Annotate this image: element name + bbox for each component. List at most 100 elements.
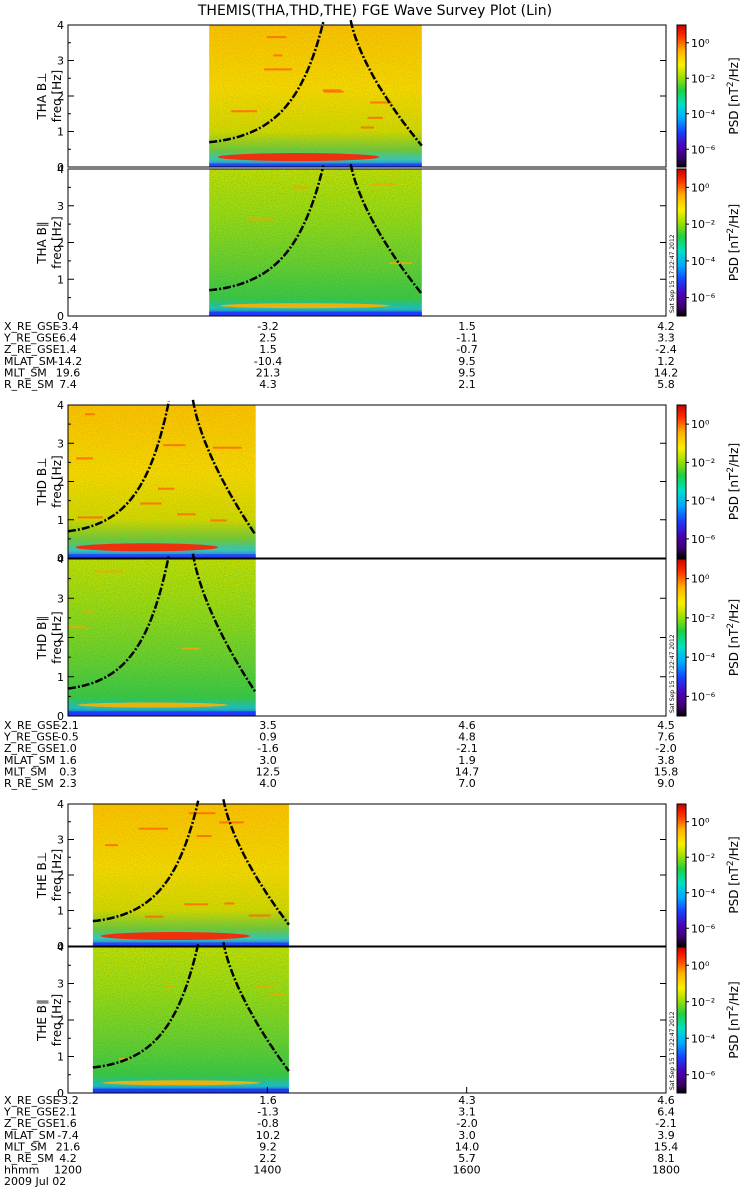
- ephemeris-value: 8.1: [657, 1152, 675, 1165]
- spectral-line: [140, 502, 162, 505]
- spectral-line: [138, 827, 168, 830]
- ephemeris-value: 1.4: [59, 343, 77, 356]
- y-axis-label: freq [Hz]: [50, 216, 64, 268]
- y-tick-label: 2: [57, 632, 64, 645]
- low-freq-band: [68, 554, 256, 558]
- colorbar-label: PSD [nT2/Hz]: [726, 836, 741, 913]
- colorbar-label: PSD [nT2/Hz]: [726, 443, 741, 520]
- y-axis: 0 1 2 3 4 THA B∥ freq [Hz]: [35, 163, 666, 323]
- gyrofrequency-curves: [92, 798, 290, 926]
- y-axis: 0 1 2 3 4 THD B⊥ freq [Hz]: [35, 399, 666, 565]
- ephemeris-row-label: R_RE_SM: [4, 378, 54, 391]
- ephemeris-value: 1.6: [59, 1117, 77, 1130]
- ephemeris-value: 4.5: [657, 719, 675, 732]
- ephemeris-value: -3.2: [257, 320, 278, 333]
- y-axis-label: freq [Hz]: [50, 455, 64, 507]
- colorbar-tick-label: 10⁻⁶: [691, 922, 716, 935]
- colorbar-label-main: PSD [nT: [727, 865, 741, 913]
- colorbar-tick-label: 10⁻⁴: [691, 108, 716, 121]
- y-axis-label: freq [Hz]: [50, 994, 64, 1046]
- y-tick-label: 3: [57, 437, 64, 450]
- ephemeris-value: 0.3: [59, 765, 77, 778]
- y-tick-label: 4: [57, 941, 64, 954]
- colorbar-tick-label: 10⁰: [691, 573, 710, 586]
- ephemeris-value: -1.6: [257, 742, 278, 755]
- y-tick-label: 3: [57, 978, 64, 991]
- colorbar-tick-label: 10⁻²: [691, 72, 715, 85]
- ephemeris-row-label: Y_RE_GSE: [3, 332, 59, 345]
- colorbar: 10⁰ 10⁻² 10⁻⁴ 10⁻⁶ PSD [nT2/Hz]: [676, 803, 741, 947]
- spectrogram-panel-the-par: 0 1 2 3 4 THE B∥ freq [Hz] 10⁰ 10⁻² 10⁻⁴ 10⁻⁶ PSD […: [35, 941, 741, 1100]
- ephemeris-value: 21.3: [256, 366, 281, 379]
- low-freq-enhancement: [77, 702, 228, 708]
- ephemeris-value: 3.5: [259, 719, 277, 732]
- spectral-line: [224, 902, 235, 905]
- ephemeris-value: 4.0: [259, 777, 277, 790]
- y-axis: 0 1 2 3 4 THD B∥ freq [Hz]: [35, 553, 666, 723]
- ephemeris-row-label: Y_RE_GSE: [3, 1106, 59, 1119]
- y-tick-label: 2: [57, 476, 64, 489]
- y-tick-label: 2: [57, 869, 64, 882]
- ephemeris-value: 4.2: [657, 320, 675, 333]
- ephemeris-row-label: MLT_SM: [4, 366, 47, 379]
- y-tick-label: 2: [57, 90, 64, 103]
- y-tick-label: 3: [57, 55, 64, 68]
- ephemeris-row-label: Y_RE_GSE: [3, 731, 59, 744]
- timestamp: Sat Sep 15 17:22:47 2012: [669, 634, 676, 713]
- colorbar-label-end: /Hz]: [727, 204, 741, 228]
- ephemeris-value: -2.0: [456, 1117, 477, 1130]
- spectral-line: [248, 914, 271, 917]
- y-tick-label: 4: [57, 553, 64, 566]
- ephemeris-value: 14.7: [455, 765, 480, 778]
- ephemeris-value: 9.5: [458, 366, 476, 379]
- y-axis-label: freq [Hz]: [50, 611, 64, 663]
- spectral-line: [389, 262, 413, 265]
- gyro-curve-1: [92, 943, 200, 1069]
- ephemeris-value: 14.2: [654, 366, 679, 379]
- ephemeris-row-label: Z_RE_GSE: [4, 343, 60, 356]
- x-axis-row-label: hhmm: [4, 1164, 39, 1177]
- spectrogram-panel-the-perp: 0 1 2 3 4 THE B⊥ freq [Hz] 10⁰ 10⁻² 10⁻⁴ 10⁻⁶ PSD […: [35, 798, 741, 953]
- ephemeris-value: 3.0: [259, 754, 277, 767]
- colorbar-tick-label: 10⁻⁶: [691, 690, 716, 703]
- colorbar-label-end: /Hz]: [727, 443, 741, 467]
- spectrogram-data: [92, 804, 289, 946]
- colorbar-tick-label: 10⁰: [691, 418, 710, 431]
- colorbar: 10⁰ 10⁻² 10⁻⁴ 10⁻⁶ PSD [nT2/Hz]: [676, 24, 741, 168]
- ephemeris-value: 1.6: [59, 754, 77, 767]
- ephemeris-value: -0.7: [456, 343, 477, 356]
- ephemeris-value: 7.4: [59, 378, 77, 391]
- y-tick-label: 4: [57, 19, 64, 32]
- colorbar-tick-label: 10⁻²: [691, 996, 715, 1009]
- gyro-curve-1: [67, 401, 171, 533]
- x-tick-label: 1600: [453, 1164, 481, 1177]
- ephemeris-value: 4.8: [458, 731, 476, 744]
- spectrogram-noise: [68, 559, 256, 716]
- spectral-line: [255, 984, 275, 987]
- y-axis-label: freq [Hz]: [50, 849, 64, 901]
- ephemeris-value: -2.1: [456, 742, 477, 755]
- ephemeris-value: 21.6: [56, 1140, 81, 1153]
- colorbar-tick-label: 10⁰: [691, 37, 710, 50]
- y-axis-label: freq [Hz]: [50, 70, 64, 122]
- y-tick-label: 2: [57, 1014, 64, 1027]
- spectral-line: [164, 985, 174, 988]
- ephemeris-value: -1.1: [456, 332, 477, 345]
- colorbar-label-sup: 2: [726, 228, 736, 234]
- colorbar-scale: [676, 404, 687, 559]
- timestamp: Sat Sep 15 17:22:47 2012: [669, 1011, 676, 1090]
- ephemeris-value: 1.0: [59, 742, 77, 755]
- spectral-line: [85, 413, 95, 416]
- timestamp: Sat Sep 15 17:22:47 2012: [669, 234, 676, 313]
- colorbar-label-end: /Hz]: [727, 836, 741, 860]
- y-tick-label: 1: [57, 514, 64, 527]
- colorbar-tick-label: 10⁻⁴: [691, 651, 716, 664]
- low-freq-band: [209, 311, 422, 316]
- low-freq-enhancement: [102, 1080, 260, 1086]
- gyro-curve-2: [191, 553, 257, 694]
- ephemeris-value: 2.2: [259, 1152, 277, 1165]
- spectral-line: [105, 844, 118, 847]
- gyro-curve-2: [222, 798, 290, 926]
- spectral-line: [77, 516, 103, 519]
